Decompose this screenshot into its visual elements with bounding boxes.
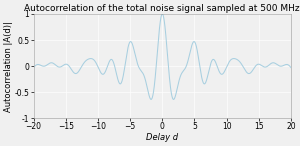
X-axis label: Delay d: Delay d xyxy=(146,133,178,142)
Y-axis label: Autocorrelation |A(d)|: Autocorrelation |A(d)| xyxy=(4,21,13,112)
Title: Autocorrelation of the total noise signal sampled at 500 MHz: Autocorrelation of the total noise signa… xyxy=(25,4,300,13)
